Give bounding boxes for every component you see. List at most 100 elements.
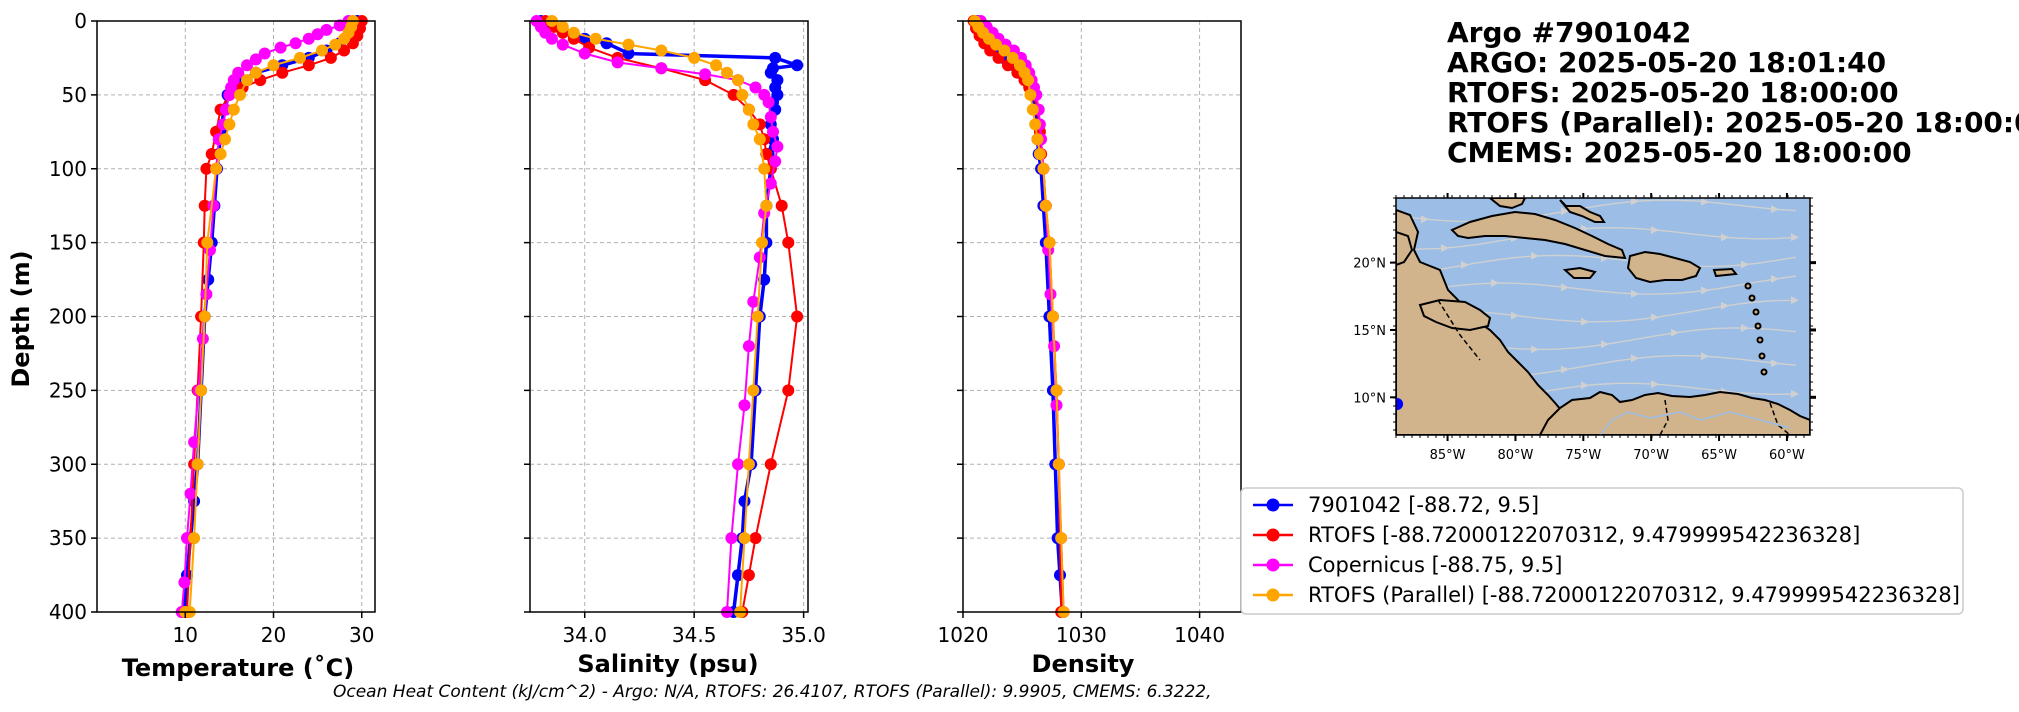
x-axis-label-density: Density [1032,650,1135,678]
data-point [721,66,733,79]
y-tick-label: 300 [49,452,87,476]
data-point [195,384,208,397]
data-point [749,81,762,94]
data-point [622,47,635,60]
legend-entry: Copernicus [-88.75, 9.5] [1253,553,1562,577]
data-point [198,310,211,323]
inset-map: 20°N 15°N 10°N 85°W 80°W 75°W 70°W 65°W 60°W [1353,193,1816,463]
data-point [782,384,795,397]
data-point [738,495,751,508]
x-tick-label: 10 [173,623,198,647]
series-line [544,20,799,613]
country-border [1659,399,1669,435]
data-point [210,162,223,175]
title-block: Argo #7901042 ARGO: 2025-05-20 18:01:40 … [1447,16,2019,169]
data-point [338,32,351,45]
data-point [1006,51,1019,64]
data-point [1031,133,1044,146]
data-point [191,458,204,471]
title-line: RTOFS (Parallel): 2025-05-20 18:00:00 [1447,106,2019,139]
series-copernicus [530,15,784,618]
data-point [655,44,668,57]
legend: 7901042 [-88.72, 9.5] RTOFS [-88.72000122… [1240,487,1964,615]
data-point [1029,118,1042,131]
data-point [184,487,197,500]
map-lat-label: 15°N [1353,324,1386,339]
x-tick-label: 34.5 [672,623,717,647]
data-point [249,66,262,79]
data-point [767,125,779,138]
data-point [241,59,253,72]
map-lat-label: 10°N [1353,391,1386,406]
x-tick-label: 34.0 [562,623,607,647]
data-point [556,20,569,33]
data-point [791,59,804,72]
data-point [747,118,760,131]
map-lon-label: 80°W [1497,448,1533,463]
data-point [223,118,236,131]
map-lon-label: 60°W [1769,448,1805,463]
data-point [1046,310,1059,323]
data-point [732,569,744,582]
data-point [1037,162,1050,175]
data-point [732,74,744,87]
data-point [241,74,253,87]
x-tick-label: 1030 [1056,623,1107,647]
legend-label: RTOFS (Parallel) [-88.72000122070312, 9.… [1308,583,1960,607]
data-point [188,436,201,449]
x-tick-label: 20 [261,623,286,647]
data-point [258,47,271,60]
data-point [302,32,315,45]
data-point [622,38,635,51]
axes-frame [529,20,809,613]
data-point [329,38,342,51]
data-point [188,532,201,545]
data-point [753,133,766,146]
data-point [771,140,784,153]
data-point [699,68,712,81]
data-point [764,458,777,471]
river [1599,411,1791,435]
data-point [738,532,751,545]
data-point [589,32,602,45]
legend-entry: RTOFS [-88.72000122070312, 9.47999954223… [1253,523,1860,547]
land-cuba [1450,210,1627,260]
series-copernicus [175,15,355,618]
data-point [990,38,1003,51]
data-point [294,51,306,64]
legend-frame [1240,487,1964,615]
legend-label: 7901042 [-88.72, 9.5] [1308,493,1539,517]
float-location-marker [1396,398,1404,411]
data-point [219,133,231,146]
land-lesser-antilles [1744,282,1768,376]
data-point [736,88,749,101]
y-tick-label: 50 [62,83,87,107]
x-tick-label: 1040 [1174,623,1225,647]
title-line: RTOFS: 2025-05-20 18:00:00 [1447,76,1899,109]
data-point [333,19,346,32]
data-point [1055,532,1068,545]
data-point [782,236,795,249]
data-point [302,59,315,72]
data-point [1024,88,1037,101]
data-point [267,59,280,72]
data-point [1022,74,1035,87]
data-point [198,199,211,212]
data-point [200,162,213,175]
y-axis-label: Depth (m) [7,250,35,387]
map-lat-label: 20°N [1353,257,1386,272]
map-lon-label: 85°W [1430,448,1466,463]
data-point [289,37,302,50]
data-point [316,44,328,57]
grid [962,20,1241,613]
x-tick-label: 1020 [938,623,989,647]
legend-label: RTOFS [-88.72000122070312, 9.47999954223… [1308,523,1860,547]
data-point [324,51,337,64]
data-point [753,251,766,264]
data-point [742,103,755,116]
data-point [769,51,782,64]
data-point [338,44,351,57]
data-point [567,26,580,39]
